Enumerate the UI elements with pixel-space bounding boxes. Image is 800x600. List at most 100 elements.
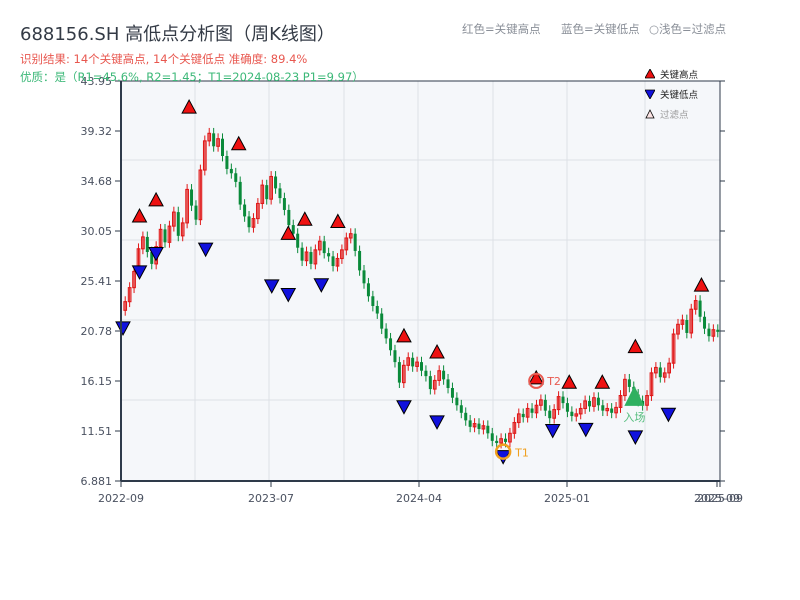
- candle-down: [229, 168, 233, 174]
- candle-down: [543, 399, 547, 411]
- candle-down: [495, 440, 499, 444]
- candle-up: [269, 175, 273, 200]
- candle-up: [667, 362, 671, 374]
- chart-title: 688156.SH 高低点分析图（周K线图）: [20, 24, 335, 45]
- candle-up: [185, 188, 189, 224]
- candle-down: [327, 253, 331, 257]
- candle-down: [455, 397, 459, 406]
- key-low-marker: [131, 265, 148, 280]
- candle-up: [406, 357, 411, 366]
- y-tick-label: 11.51: [81, 425, 113, 438]
- candle-up: [680, 319, 685, 325]
- candle-up: [689, 308, 694, 334]
- candle-down: [420, 362, 423, 371]
- key-low-marker: [660, 407, 677, 423]
- key-low-marker: [148, 246, 164, 262]
- candle-up: [180, 222, 185, 237]
- candle-down: [521, 413, 525, 418]
- key-low-marker: [115, 321, 131, 336]
- candle-up: [556, 396, 561, 411]
- x-tick-label: 2025-01: [544, 492, 590, 505]
- candle-down: [428, 376, 432, 390]
- candle-up: [516, 413, 521, 424]
- candle-up: [539, 399, 543, 406]
- top-legend-blue: 蓝色=关键低点: [561, 22, 640, 36]
- candle-down: [362, 270, 366, 284]
- candle-up: [335, 257, 340, 267]
- breakout-label: 入场: [623, 410, 645, 424]
- result-summary: 识别结果: 14个关键高点, 14个关键低点 准确度: 89.4%: [20, 52, 308, 66]
- candle-down: [384, 328, 388, 339]
- legend-label: 过滤点: [660, 110, 689, 121]
- y-tick-label: 6.881: [81, 475, 113, 488]
- candle-up: [304, 251, 309, 262]
- candle-up: [676, 323, 680, 335]
- candle-down: [194, 205, 198, 220]
- candle-down: [393, 350, 397, 363]
- candle-down: [287, 209, 291, 226]
- candle-down: [450, 387, 454, 398]
- candle-up: [198, 169, 203, 221]
- candle-up: [123, 301, 128, 311]
- candle-down: [176, 212, 180, 236]
- candle-up: [437, 370, 442, 381]
- candle-down: [565, 403, 569, 412]
- candle-down: [530, 408, 534, 413]
- key-high-marker: [330, 213, 346, 228]
- candle-up: [127, 287, 132, 303]
- candle-up: [256, 202, 260, 220]
- candle-down: [221, 138, 224, 156]
- candle-down: [424, 370, 428, 377]
- candle-down: [570, 411, 574, 417]
- key-high-marker: [396, 327, 412, 343]
- y-tick-label: 43.95: [81, 75, 113, 88]
- x-tick-label: 2024-04: [396, 492, 442, 505]
- candle-up: [202, 140, 207, 171]
- key-low-marker: [429, 415, 445, 430]
- key-high-marker: [429, 343, 445, 359]
- candle-down: [596, 397, 600, 406]
- legend-item-key-low: 关键低点: [645, 84, 698, 104]
- candle-up: [512, 421, 517, 434]
- key-high-marker: [627, 338, 644, 354]
- candle-up: [251, 218, 256, 228]
- candle-down: [716, 329, 720, 332]
- candle-down: [486, 425, 490, 434]
- candle-up: [508, 432, 512, 443]
- candle-down: [238, 181, 242, 205]
- key-high-marker: [561, 374, 578, 389]
- x-tick-label: 2025-09: [697, 492, 743, 505]
- t1-label: T1: [514, 447, 529, 460]
- candle-down: [397, 362, 401, 383]
- candle-up: [552, 409, 557, 419]
- candle-down: [212, 133, 216, 147]
- candle-down: [548, 410, 552, 419]
- candle-up: [645, 394, 649, 406]
- candle-up: [578, 407, 583, 415]
- candle-down: [190, 189, 194, 206]
- candle-down: [243, 204, 247, 217]
- candle-down: [274, 176, 278, 189]
- candle-up: [534, 404, 539, 414]
- key-high-marker: [280, 225, 297, 240]
- candle-down: [504, 438, 508, 442]
- candle-up: [662, 372, 667, 378]
- candle-down: [371, 296, 375, 306]
- candle-up: [711, 329, 716, 337]
- key-high-marker: [181, 99, 197, 114]
- y-tick-label: 30.05: [81, 225, 113, 238]
- key-high-marker: [594, 374, 611, 389]
- y-tick-label: 25.41: [81, 275, 113, 288]
- t2-label: T2: [546, 375, 561, 388]
- key-high-marker: [693, 277, 710, 292]
- legend-item-key-high: 关键高点: [645, 64, 698, 84]
- legend-label: 关键低点: [660, 90, 699, 101]
- key-low-marker: [280, 287, 297, 303]
- candle-down: [477, 423, 481, 429]
- candle-down: [322, 241, 326, 254]
- triangle-up-outline-icon: [645, 109, 655, 119]
- candle-up: [172, 211, 176, 227]
- candle-up: [207, 132, 212, 142]
- y-tick-label: 39.32: [81, 125, 113, 138]
- candle-up: [525, 407, 530, 418]
